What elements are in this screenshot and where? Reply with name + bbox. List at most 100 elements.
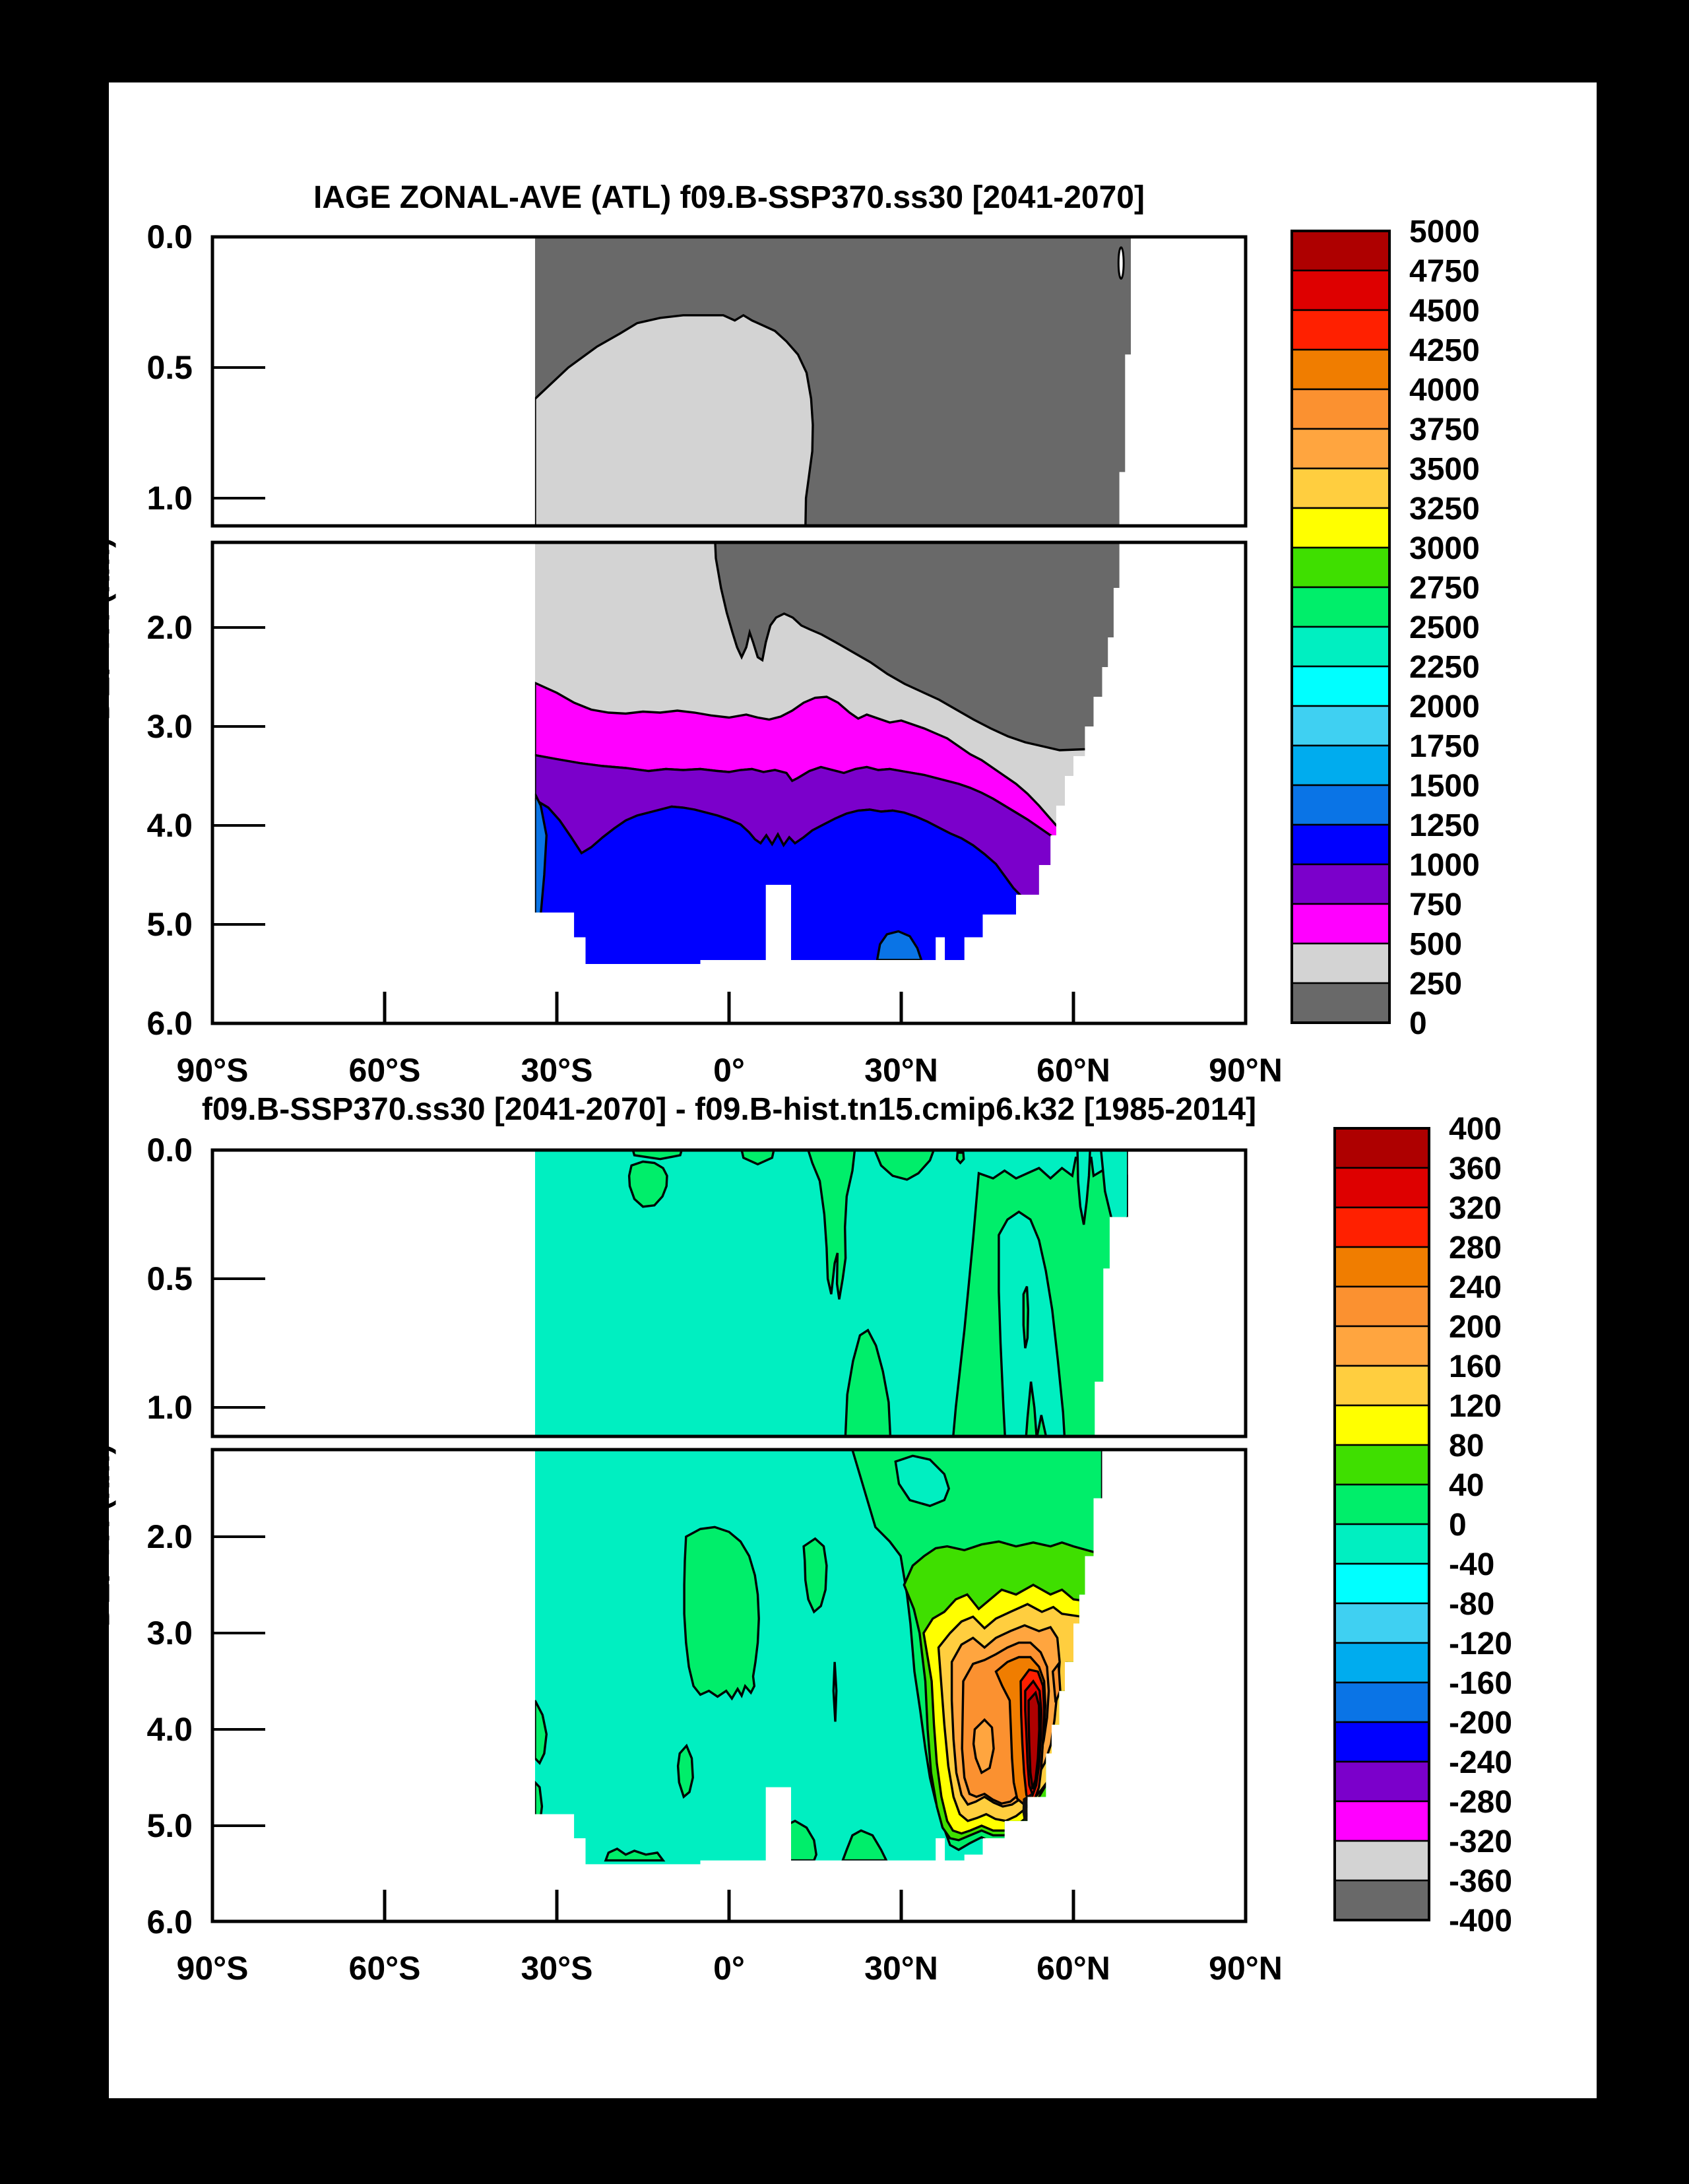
contour-region [713,542,1120,752]
colorbar-label: 5000 [1409,214,1480,249]
colorbar-cell [1333,1800,1430,1842]
colorbar-cell [1333,1562,1430,1605]
colorbar-frame [1333,1127,1430,1921]
x-tick-label: 30°N [864,1052,938,1089]
colorbar-cell [1333,1285,1430,1328]
colorbar-label: -280 [1449,1785,1512,1820]
y-tick-label: 0.0 [146,1132,193,1169]
y-tick-label: 4.0 [146,807,193,844]
contour-region [534,1700,548,1766]
colorbar-label: 4500 [1409,294,1480,329]
colorbar-label: 240 [1449,1270,1502,1305]
colorbar-label: 2500 [1409,610,1480,645]
fig1-lower-panel [534,1450,1102,1865]
contour-region [1051,1660,1062,1703]
colorbar-cell [1333,1879,1430,1921]
y-tick-label: 0.0 [146,218,193,255]
colorbar-label: 320 [1449,1191,1502,1226]
colorbar-label: -400 [1449,1904,1512,1939]
colorbar-label: -240 [1449,1745,1512,1780]
colorbar-cell [1333,1602,1430,1644]
x-tick-label: 60°S [349,1052,421,1089]
colorbar-label: -120 [1449,1626,1512,1661]
colorbar-label: 4000 [1409,373,1480,408]
colorbar-cell [1291,903,1391,945]
colorbar-cell [1333,1840,1430,1882]
y-tick-label: 3.0 [146,1615,193,1652]
contour-region [629,1150,685,1161]
colorbar-cell [1291,982,1391,1024]
x-tick-label: 0° [713,1950,745,1987]
colorbar-cell [1291,388,1391,430]
colorbar-label: -160 [1449,1666,1512,1701]
colorbar-label: 3750 [1409,412,1480,447]
colorbar-label: 0 [1409,1006,1427,1041]
contour-region [534,313,814,526]
colorbar-cell [1333,1483,1430,1526]
contour-region [998,1210,1068,1436]
contour-region [841,1829,889,1862]
contour-ellipse [1117,246,1125,280]
y-tick-label: 6.0 [146,1904,193,1941]
fig1-upper-frame [210,1148,1248,1438]
colorbar-cell [1291,348,1391,391]
colorbar-cell [1291,586,1391,628]
contour-region [1022,1286,1030,1349]
y-tick-label: 4.0 [146,1711,193,1748]
colorbar-label: 3000 [1409,531,1480,566]
y-tick-label: 1.0 [146,480,193,517]
contour-region [676,1743,694,1799]
colorbar-label: 3250 [1409,492,1480,527]
contour-region [739,1150,777,1166]
colorbar-label: -200 [1449,1706,1512,1741]
contour-region [805,1150,857,1300]
colorbar-cell [1291,546,1391,589]
colorbar-cell [1291,309,1391,351]
colorbar-cell [1291,942,1391,984]
colorbar-cell [1291,507,1391,549]
x-tick-label: 0° [713,1052,745,1089]
contour-region [534,798,1109,964]
y-tick-label: 0.5 [146,1260,193,1297]
fig1-upper-panel [534,1150,1128,1436]
y-tick-label: 1.0 [146,1389,193,1426]
y-tick-label: 2.0 [146,1518,193,1555]
contour-region [1022,1793,1034,1828]
x-tick-label: 30°S [521,1950,593,1987]
colorbar-frame [1291,230,1391,1024]
colorbar-cell [1291,230,1391,272]
colorbar-label: 3500 [1409,452,1480,487]
contour-region [802,1537,828,1614]
contour-region [972,1718,995,1775]
colorbar-label: -360 [1449,1864,1512,1899]
colorbar-cell [1333,1127,1430,1169]
y-tick-label: 5.0 [146,1807,193,1844]
colorbar-cell [1291,626,1391,668]
contour-region [683,1526,760,1701]
colorbar-label: 40 [1449,1468,1484,1503]
contour-region [1027,1690,1040,1789]
x-tick-label: 60°N [1036,1950,1110,1987]
colorbar-label: 400 [1449,1112,1502,1147]
colorbar-cell [1291,467,1391,509]
colorbar-label: 1250 [1409,808,1480,843]
colorbar-label: 750 [1409,887,1462,922]
colorbar-cell [1291,428,1391,470]
colorbar-label: 120 [1449,1389,1502,1424]
x-tick-label: 30°N [864,1950,938,1987]
contour-region [534,1780,544,1828]
colorbar-label: 160 [1449,1349,1502,1384]
bottom-figure-title: f09.B-SSP370.ss30 [2041-2070] - f09.B-hi… [201,1092,1257,1127]
colorbar-label: 2750 [1409,571,1480,606]
contour-region [604,1847,666,1862]
colorbar-cell [1333,1325,1430,1367]
contour-region [870,1150,938,1181]
y-tick-label: 3.0 [146,708,193,745]
colorbar-label: 4750 [1409,254,1480,289]
colorbar-cell [1333,1681,1430,1723]
contour-region [832,1661,838,1722]
colorbar-cell [1291,863,1391,905]
y-tick-label: 6.0 [146,1005,193,1042]
